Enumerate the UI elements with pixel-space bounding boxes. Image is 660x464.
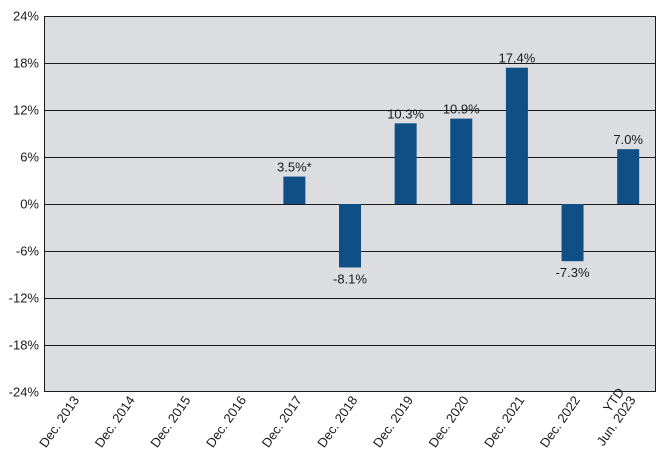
bar [283,176,306,204]
y-tick-label: -12% [9,291,40,306]
x-tick-label: Dec. 2018 [314,393,360,450]
x-tick-label: Dec. 2022 [537,393,583,450]
bar-value-label: 10.3% [387,106,424,121]
x-tick-label: Dec. 2016 [203,393,249,450]
x-tick-label: Dec. 2013 [36,393,82,450]
y-tick-label: 0% [20,197,39,212]
bar [561,204,584,262]
y-tick-label: -18% [9,338,40,353]
x-tick-label: YTDJun. 2023 [582,385,639,448]
bar-value-label: -8.1% [333,271,367,286]
bar-value-label: 3.5%* [277,160,312,175]
y-tick-label: -6% [16,244,40,259]
x-tick-label: Dec. 2015 [147,393,193,450]
x-tick-label: Dec. 2017 [259,393,305,450]
y-tick-label: -24% [9,385,40,400]
y-tick-label: 24% [13,9,39,24]
bar [339,204,361,268]
bar-value-label: 10.9% [443,102,480,117]
bar-value-label: 7.0% [613,132,643,147]
bar [505,67,528,204]
bars [283,67,640,268]
bar-value-label: 17.4% [498,51,535,66]
bar-value-labels: 3.5%* -8.1% 10.3% 10.9% 17.4% -7.3% 7.0% [277,51,643,287]
y-axis-tick-labels: 24% 18% 12% 6% 0% -6% -12% -18% -24% [9,9,40,400]
y-tick-label: 18% [13,56,39,71]
x-tick-label: Dec. 2014 [92,393,138,450]
y-tick-label: 6% [20,150,39,165]
x-tick-label: Dec. 2020 [425,393,471,450]
bar [617,149,640,204]
x-tick-label: Dec. 2019 [370,393,416,450]
gridlines [44,16,656,392]
bar-value-label: -7.3% [556,265,590,280]
x-tick-label: Dec. 2021 [481,393,527,450]
y-tick-label: 12% [13,103,39,118]
bar [450,118,473,204]
plot-border [44,16,656,392]
x-axis-tick-labels: Dec. 2013 Dec. 2014 Dec. 2015 Dec. 2016 Dec.… [36,385,639,450]
bar [394,123,417,204]
